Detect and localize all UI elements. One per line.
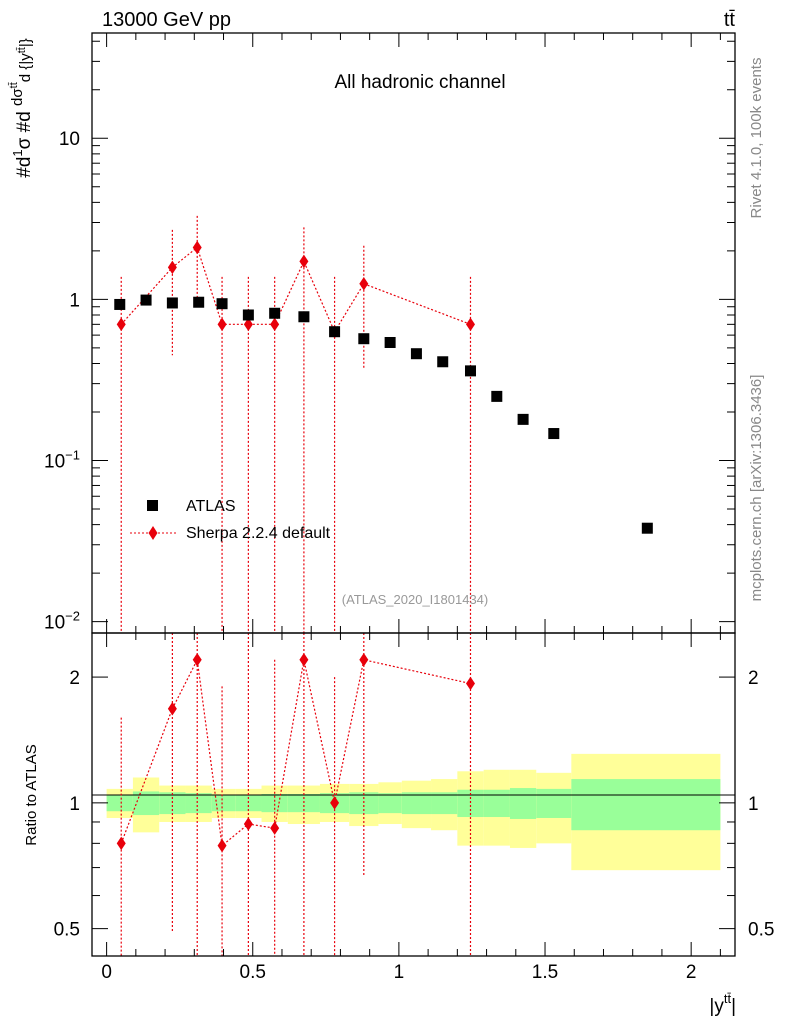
y-tick-label: 0.5	[54, 920, 80, 941]
sherpa-ratio-point	[167, 701, 177, 716]
atlas-point	[358, 333, 370, 345]
atlas-point	[140, 294, 152, 306]
ratio-panel-frame	[91, 632, 736, 957]
inner-band-bin	[349, 792, 379, 815]
atlas-point	[641, 522, 653, 534]
atlas-point	[384, 336, 396, 348]
sherpa-point	[465, 317, 475, 332]
atlas-point	[242, 309, 254, 321]
mcplots-reference-text: mcplots.cern.ch [arXiv:1306.3436]	[748, 375, 765, 602]
sherpa-ratio-point	[330, 796, 340, 810]
sherpa-ratio-point	[217, 838, 227, 853]
main-y-axis-label-text: #d1σ #d dσtt̄d {|ytt̄|}	[8, 38, 35, 178]
chart-title: All hadronic channel	[334, 72, 505, 93]
atlas-point	[437, 356, 449, 368]
inner-band-bin	[287, 794, 320, 813]
inner-band-bin	[431, 792, 458, 815]
atlas-point	[193, 296, 205, 308]
inner-band-bin	[211, 794, 236, 812]
atlas-point	[298, 311, 310, 323]
y-tick-label: 1	[69, 290, 80, 311]
inner-band-bin	[571, 779, 721, 831]
atlas-point	[464, 365, 476, 377]
analysis-watermark: (ATLAS_2020_I1801434)	[342, 592, 488, 607]
x-tick-label: 2	[686, 962, 697, 983]
sherpa-point	[192, 240, 202, 255]
y-tick-label: 10−2	[44, 609, 80, 634]
inner-band-bin	[235, 794, 262, 812]
legend: ATLAS Sherpa 2.2.4 default	[130, 498, 331, 542]
atlas-point	[216, 298, 228, 310]
ratio-y-axis-label: Ratio to ATLAS	[23, 744, 40, 845]
sherpa-point	[217, 317, 227, 332]
inner-band-bin	[401, 792, 432, 815]
atlas-point	[269, 307, 281, 319]
y-tick-label: 10−1	[44, 448, 80, 473]
main-panel-frame	[91, 32, 736, 634]
sherpa-point	[243, 317, 253, 332]
sherpa-ratio-point	[270, 821, 280, 835]
sherpa-point	[299, 254, 309, 269]
atlas-point	[517, 413, 529, 425]
sherpa-point	[167, 260, 177, 275]
atlas-point	[491, 390, 503, 402]
sherpa-series-ratio	[116, 633, 475, 956]
sherpa-ratio-point	[465, 676, 475, 691]
legend-sherpa-marker	[148, 526, 158, 540]
ratio-axis-ticks: 0 0.5 1 1.5 2 0.5 0.5 1 1 2 2	[54, 633, 774, 983]
x-tick-label: 0	[101, 962, 112, 983]
atlas-point	[166, 297, 178, 309]
x-axis-label: |ytt̄|	[709, 991, 736, 1017]
inner-band-bin	[132, 791, 160, 816]
sherpa-ratio-point	[243, 817, 253, 831]
inner-band-bin	[185, 793, 212, 814]
atlas-point	[329, 326, 341, 338]
sherpa-ratio-point	[359, 653, 369, 667]
x-tick-label: 0.5	[240, 962, 266, 983]
inner-band-bin	[536, 788, 572, 818]
ratio-uncertainty-bands	[106, 753, 721, 871]
sherpa-point	[270, 317, 280, 332]
y-tick-label: 1	[69, 794, 80, 815]
sherpa-series-main	[116, 215, 475, 633]
sherpa-ratio-point	[299, 653, 309, 667]
atlas-point	[114, 298, 126, 310]
x-tick-label: 1.5	[532, 962, 558, 983]
x-tick-label: 1	[394, 962, 405, 983]
main-y-axis-label: #d1σ #d dσtt̄d {|ytt̄|}	[8, 38, 35, 178]
inner-band-bin	[483, 789, 510, 818]
y-tick-label-right: 0.5	[748, 920, 774, 941]
y-tick-label-right: 2	[748, 668, 759, 689]
process-label: tt̄	[724, 9, 736, 31]
inner-band-bin	[509, 788, 537, 819]
sherpa-line	[120, 246, 471, 334]
y-tick-label: 10	[59, 129, 80, 150]
sherpa-ratio-point	[116, 836, 126, 851]
y-tick-label-right: 1	[748, 794, 759, 815]
inner-band-bin	[378, 793, 402, 814]
inner-band-bin	[261, 794, 288, 813]
legend-atlas-label: ATLAS	[186, 498, 236, 515]
inner-band-bin	[159, 792, 186, 815]
sherpa-point	[359, 277, 369, 291]
legend-atlas-marker	[147, 500, 158, 511]
legend-sherpa-label: Sherpa 2.2.4 default	[186, 525, 331, 542]
sherpa-point	[116, 317, 126, 332]
rivet-version-text: Rivet 4.1.0, 100k events	[748, 58, 765, 219]
inner-band-bin	[106, 794, 133, 812]
atlas-point	[410, 348, 422, 360]
energy-label: 13000 GeV pp	[102, 9, 231, 31]
main-axis-ticks: 10−2 10−1 1 10	[44, 33, 735, 634]
atlas-point	[548, 428, 560, 440]
sherpa-ratio-line	[120, 657, 471, 847]
y-tick-label: 2	[69, 668, 80, 689]
atlas-series-main	[114, 294, 653, 534]
sherpa-ratio-point	[192, 653, 202, 667]
